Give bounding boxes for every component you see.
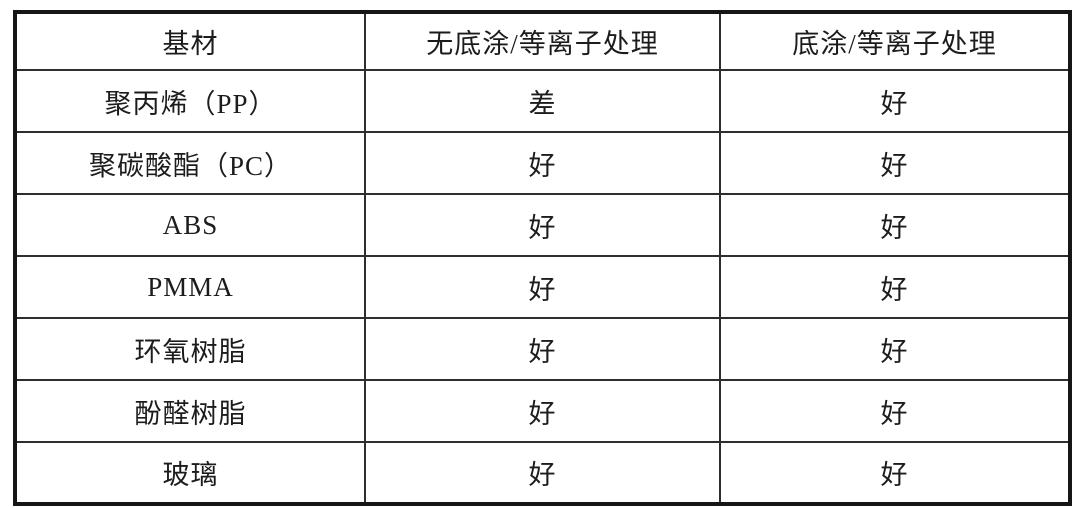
table-row: 玻璃 好 好 (14, 441, 1071, 505)
substrate-cell: 聚丙烯（PP） (14, 69, 366, 133)
no-primer-cell: 差 (364, 69, 721, 133)
no-primer-cell: 好 (364, 379, 721, 443)
primer-cell: 好 (719, 317, 1071, 381)
primer-cell: 好 (719, 69, 1071, 133)
primer-cell: 好 (719, 441, 1071, 505)
primer-cell: 好 (719, 131, 1071, 195)
header-row: 基材 无底涂/等离子处理 底涂/等离子处理 (14, 11, 1071, 71)
no-primer-cell: 好 (364, 255, 721, 319)
no-primer-cell: 好 (364, 317, 721, 381)
table-row: ABS 好 好 (14, 193, 1071, 257)
primer-cell: 好 (719, 193, 1071, 257)
substrate-cell: 酚醛树脂 (14, 379, 366, 443)
no-primer-cell: 好 (364, 193, 721, 257)
substrate-cell: PMMA (14, 255, 366, 319)
column-header-substrate: 基材 (14, 11, 366, 71)
table-row: 酚醛树脂 好 好 (14, 379, 1071, 443)
primer-cell: 好 (719, 379, 1071, 443)
primer-cell: 好 (719, 255, 1071, 319)
no-primer-cell: 好 (364, 441, 721, 505)
adhesion-compatibility-table: 基材 无底涂/等离子处理 底涂/等离子处理 聚丙烯（PP） 差 好 聚碳酸酯（P… (13, 10, 1072, 506)
no-primer-cell: 好 (364, 131, 721, 195)
table-row: 环氧树脂 好 好 (14, 317, 1071, 381)
substrate-cell: 玻璃 (14, 441, 366, 505)
table-row: 聚碳酸酯（PC） 好 好 (14, 131, 1071, 195)
table-row: 聚丙烯（PP） 差 好 (14, 69, 1071, 133)
column-header-no-primer-plasma: 无底涂/等离子处理 (364, 11, 721, 71)
substrate-cell: 聚碳酸酯（PC） (14, 131, 366, 195)
substrate-cell: 环氧树脂 (14, 317, 366, 381)
substrate-cell: ABS (14, 193, 366, 257)
table-row: PMMA 好 好 (14, 255, 1071, 319)
column-header-primer-plasma: 底涂/等离子处理 (719, 11, 1071, 71)
